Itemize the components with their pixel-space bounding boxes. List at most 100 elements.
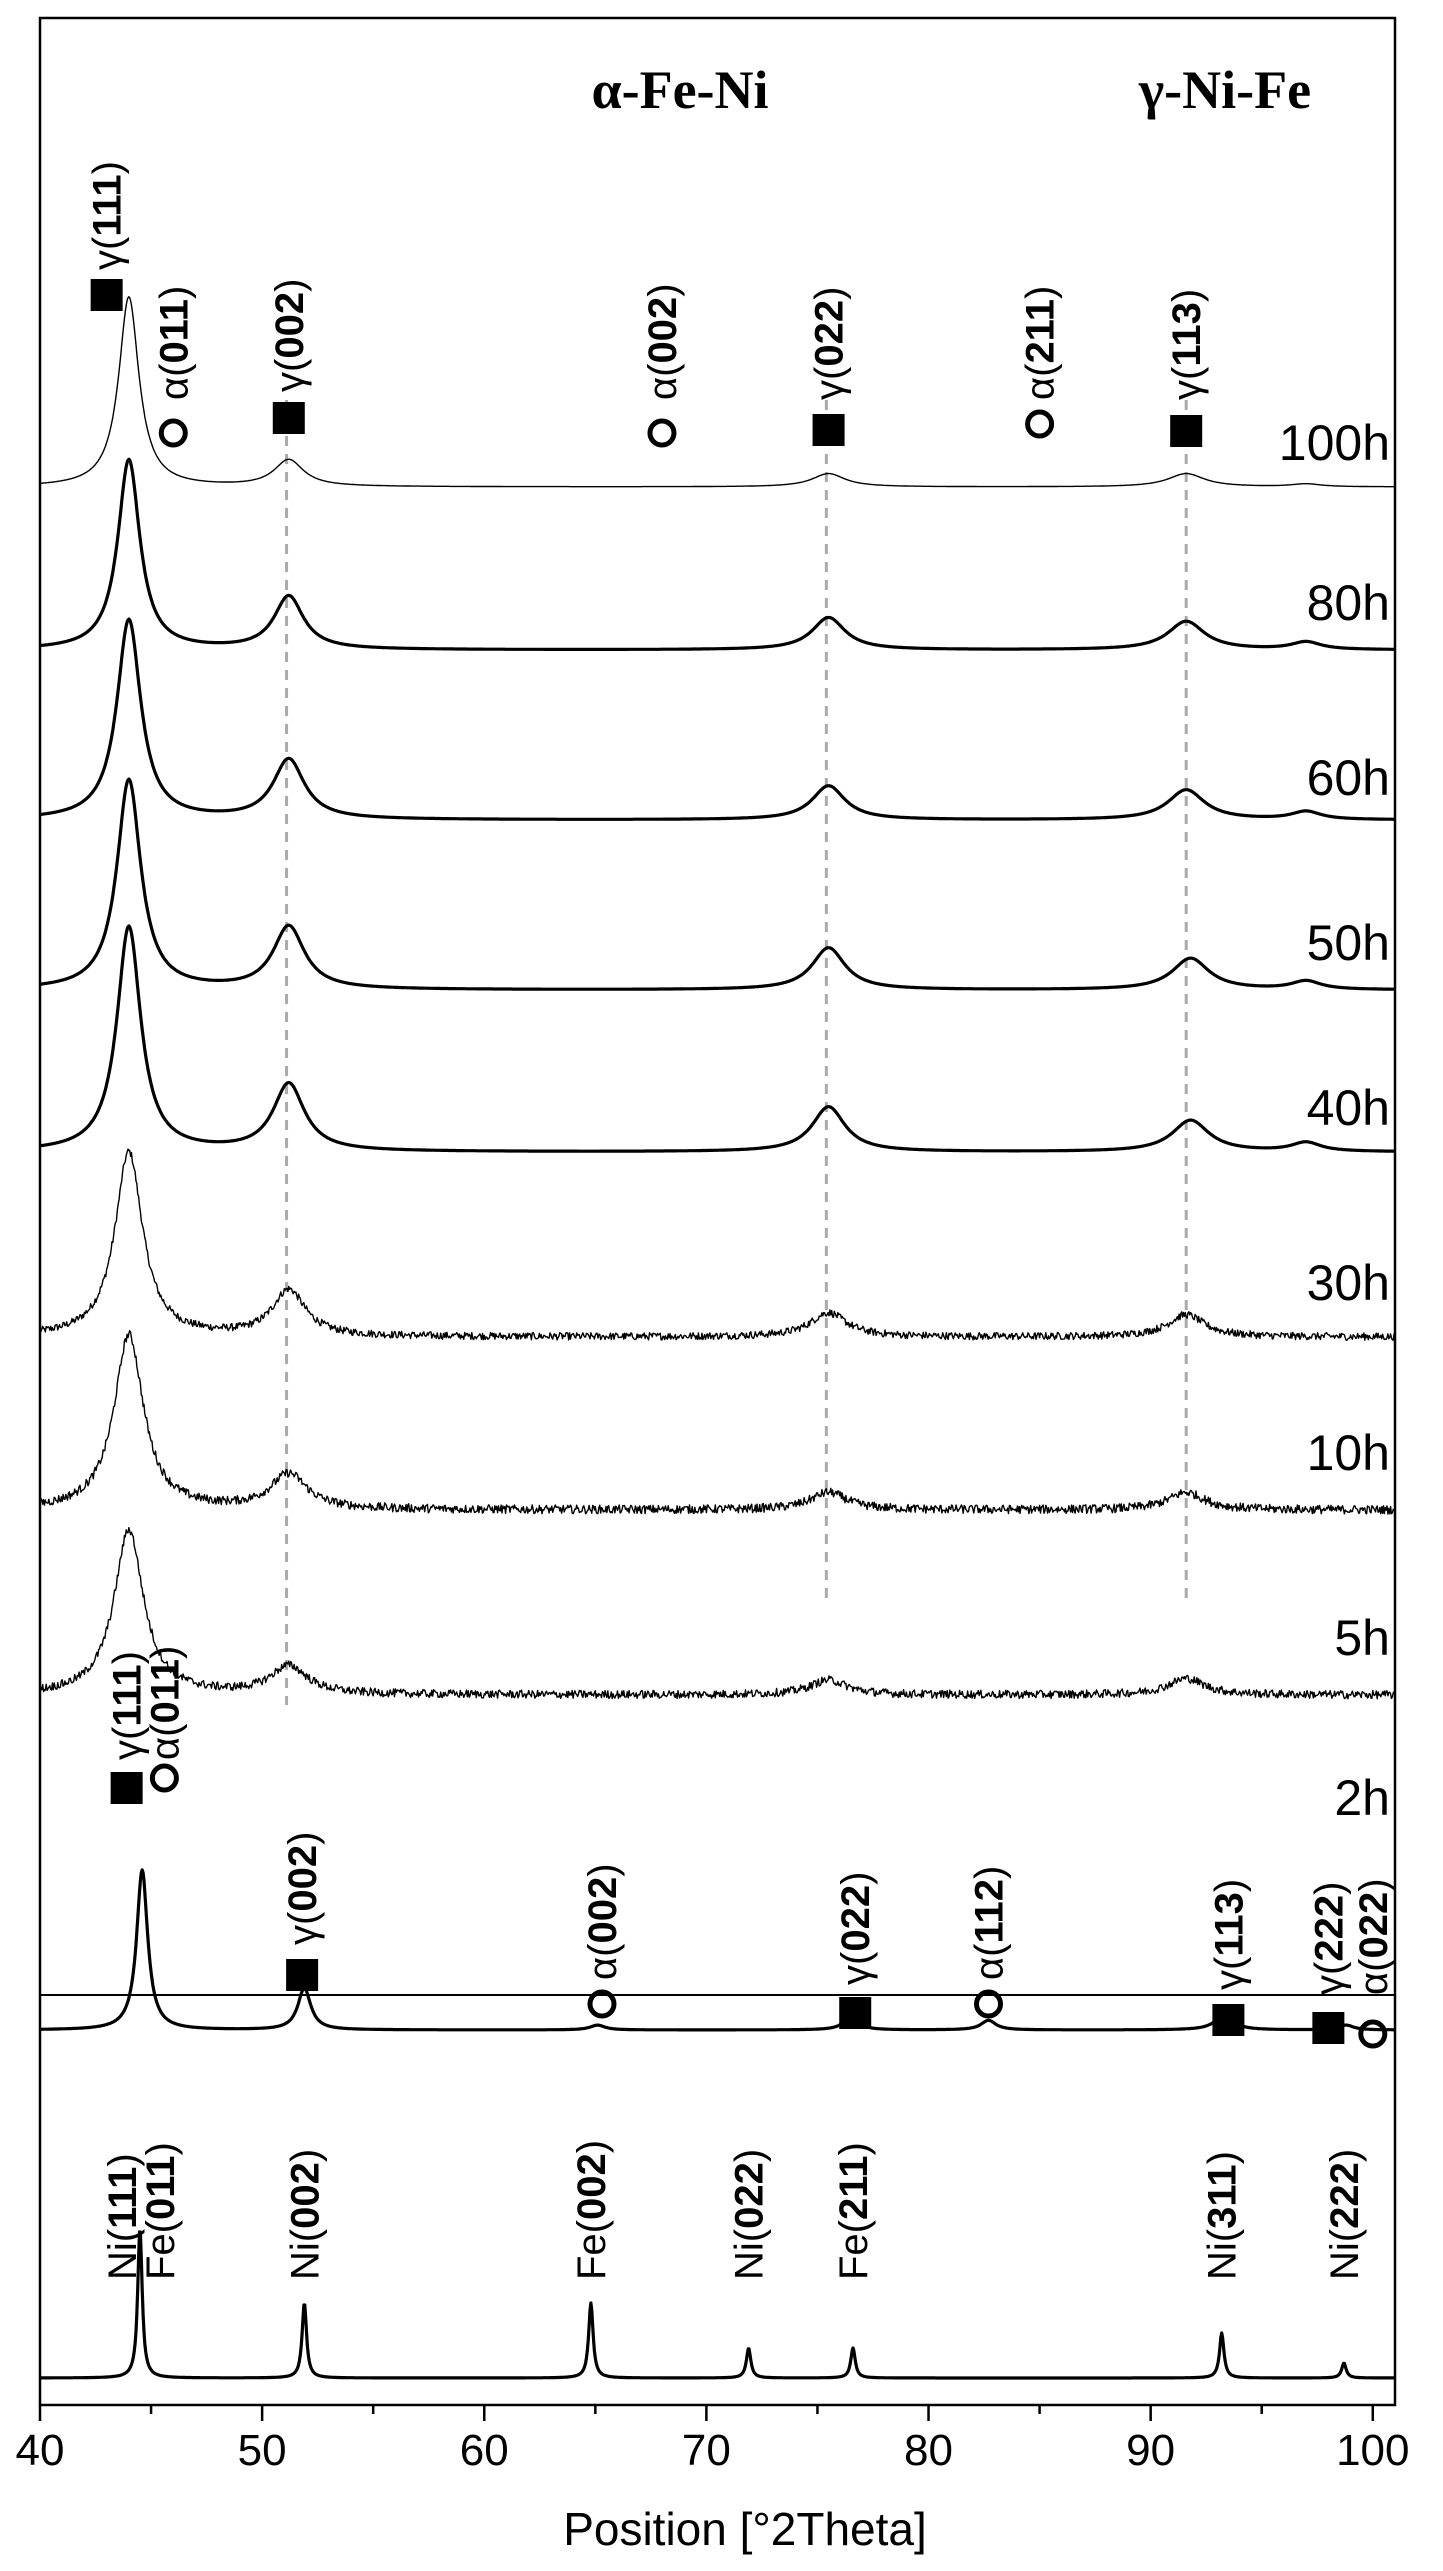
peak-label-part: 002 (570, 2153, 614, 2220)
peak-label-part: α (1019, 377, 1063, 400)
peak-label-part: γ (834, 1965, 878, 1985)
series-label-100h: 100h (1279, 415, 1390, 471)
peak-label-part: ( (143, 1723, 187, 1737)
peak-label-2h: α(022) (1352, 1878, 1396, 1995)
peak-label-part: ) (834, 1872, 878, 1885)
peak-label-part: 022 (834, 1885, 878, 1952)
filled-square-marker (1170, 415, 1203, 447)
peak-label-part: ( (1165, 366, 1209, 380)
x-tick-label: 60 (460, 2426, 509, 2475)
peak-label-100h: γ(111) (86, 161, 130, 270)
peak-label-part: 002 (281, 1845, 325, 1912)
peak-label-part: 111 (86, 174, 130, 236)
filled-square-marker (286, 1959, 319, 1991)
series-line-2h (39, 1868, 1395, 2032)
filled-square-marker (90, 279, 123, 311)
peak-label-part: 211 (1019, 299, 1063, 364)
peak-label-part: α (581, 1957, 625, 1980)
peak-label-2h: γ(111) (106, 1651, 150, 1760)
peak-label-reference: Ni(022) (728, 2149, 772, 2280)
series-label-40h: 40h (1307, 1080, 1390, 1136)
peak-label-part: Fe( (570, 2219, 614, 2280)
filled-square-marker (272, 402, 305, 434)
peak-label-part: ) (808, 287, 852, 300)
peak-label-part: ) (1165, 289, 1209, 302)
open-circle-marker (974, 1989, 1003, 2019)
peak-label-part: 222 (1323, 2162, 1367, 2229)
peak-label-part: 112 (968, 1879, 1012, 1944)
peak-label-part: 222 (1307, 1895, 1351, 1962)
peak-label-100h: α(011) (152, 286, 196, 400)
peak-label-part: γ (86, 250, 130, 270)
x-tick-label: 50 (238, 2426, 287, 2475)
peak-label-part: ) (641, 283, 685, 296)
peak-label-part: γ (1307, 1975, 1351, 1995)
peak-label-part: Ni( (1201, 2228, 1245, 2280)
peak-label-part: 311 (1201, 2164, 1245, 2229)
peak-label-part: ( (834, 1951, 878, 1965)
peak-label-reference: Fe(211) (832, 2142, 876, 2280)
series-label-60h: 60h (1307, 750, 1390, 806)
peak-label-part: α (1352, 1972, 1396, 1995)
open-circle-marker (587, 1989, 617, 2019)
peak-label-part: ) (106, 1651, 150, 1664)
peak-label-part: 113 (1165, 302, 1209, 367)
peak-label-part: γ (281, 1925, 325, 1945)
series-label-5h: 5h (1334, 1610, 1390, 1666)
peak-label-part: ) (281, 1832, 325, 1845)
x-tick-label: 90 (1126, 2426, 1175, 2475)
series-label-30h: 30h (1307, 1255, 1390, 1311)
peak-label-reference: Fe(011) (139, 2142, 183, 2280)
peak-label-part: ( (1307, 1961, 1351, 1975)
peak-label-part: ) (832, 2142, 876, 2155)
x-axis-title: Position [°2Theta] (563, 2503, 927, 2555)
series-line-30h (39, 1148, 1395, 1341)
series-label-10h: 10h (1307, 1425, 1390, 1481)
peak-label-part: 002 (283, 2162, 327, 2229)
peak-label-part: ) (283, 2149, 327, 2162)
peak-label-part: γ (1165, 380, 1209, 400)
open-circle-marker (647, 418, 677, 448)
peak-label-2h: α(011) (143, 1646, 187, 1760)
series-line-100h (40, 296, 1395, 488)
filled-square-marker (1212, 2004, 1245, 2036)
peak-label-part: γ (808, 380, 852, 400)
peak-label-part: ) (1307, 1882, 1351, 1895)
peak-label-part: Fe( (139, 2219, 183, 2280)
peak-label-2h: γ(002) (281, 1832, 325, 1945)
peak-label-part: ) (152, 286, 196, 299)
peak-label-part: ( (968, 1943, 1012, 1957)
peak-label-part: ) (1352, 1878, 1396, 1891)
peak-label-reference: Fe(002) (570, 2140, 614, 2280)
series-label-2h: 2h (1334, 1770, 1390, 1826)
peak-label-part: ) (728, 2149, 772, 2162)
peak-label-reference: Ni(111) (101, 2153, 145, 2280)
peak-label-part: ( (1019, 363, 1063, 377)
peak-label-part: ( (268, 358, 312, 372)
peak-label-2h: α(002) (581, 1863, 625, 1980)
peak-label-part: 211 (832, 2155, 876, 2220)
peak-label-reference: Ni(311) (1201, 2151, 1245, 2280)
peak-label-part: ) (968, 1866, 1012, 1879)
peak-label-part: 022 (728, 2162, 772, 2229)
series-line-reference (39, 2230, 1395, 2380)
peak-label-part: ( (808, 366, 852, 380)
peak-label-part: ) (1207, 1879, 1251, 1892)
peak-label-2h: γ(222) (1307, 1882, 1351, 1995)
peak-label-100h: α(211) (1019, 286, 1063, 400)
peak-label-part: α (641, 377, 685, 400)
x-tick-label: 70 (682, 2426, 731, 2475)
peak-label-part: Ni( (1323, 2228, 1367, 2280)
peak-label-part: ( (641, 363, 685, 377)
peak-label-part: 011 (143, 1659, 187, 1724)
peak-label-part: γ (268, 372, 312, 392)
peak-label-part: 022 (1352, 1892, 1396, 1959)
series-line-80h (39, 457, 1395, 651)
peak-label-part: ( (281, 1911, 325, 1925)
peak-label-part: ( (106, 1726, 150, 1740)
series-line-50h (39, 777, 1395, 991)
peak-label-100h: γ(113) (1165, 289, 1209, 400)
peak-label-part: ) (1323, 2149, 1367, 2162)
x-tick-label: 100 (1336, 2426, 1409, 2475)
